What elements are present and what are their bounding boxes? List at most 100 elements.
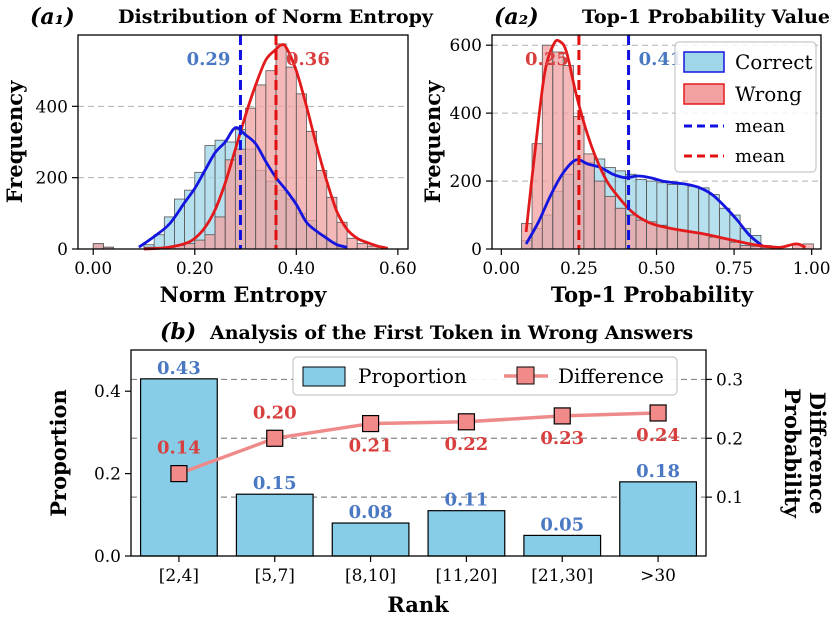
histogram-bar-wrong — [573, 116, 585, 250]
histogram-bar-wrong — [346, 237, 358, 250]
y-tick-label: 200 — [36, 169, 68, 189]
legend-mean-blue-label: mean — [735, 116, 785, 137]
difference-marker — [649, 404, 667, 422]
histogram-bar-wrong — [666, 228, 679, 250]
panel-b-axes-frame — [130, 349, 707, 557]
panel-a2-xlabel: Top-1 Probability — [551, 282, 754, 307]
panel-b-proportion-bars — [139, 378, 698, 557]
y-tick-label: 400 — [450, 104, 482, 124]
histogram-bar-wrong — [594, 180, 606, 250]
y-left-tick-label: 0.0 — [94, 547, 121, 567]
legend-mean-red-label: mean — [735, 146, 785, 167]
x-tick-label: 0.60 — [379, 259, 417, 279]
histogram-bar-wrong — [614, 207, 627, 250]
panel-a1-kde-curves — [138, 43, 389, 251]
y-right-tick-label: 0.3 — [716, 370, 743, 390]
histogram-bar-wrong — [677, 229, 689, 250]
difference-marker — [361, 414, 380, 433]
panel-a1-axes-frame — [77, 34, 409, 250]
difference-value-label: 0.24 — [636, 425, 680, 446]
panel-b-ylabel-left: Proportion — [46, 389, 71, 517]
difference-marker — [170, 465, 188, 483]
proportion-value-label: 0.11 — [444, 490, 488, 511]
histogram-bar-wrong — [729, 241, 741, 250]
proportion-bar — [235, 493, 314, 557]
legend-b-box — [292, 356, 678, 396]
y-right-tick-label: 0.1 — [716, 488, 743, 508]
legend-difference-marker — [516, 366, 535, 385]
histogram-bar-wrong — [604, 195, 616, 250]
y-left-tick-label: 0.4 — [94, 382, 121, 402]
histogram-bar-wrong — [255, 84, 267, 250]
histogram-bar-wrong — [214, 216, 226, 250]
panel-a1-norm-entropy: (a₁) Distribution of Norm Entropy 0.29 0.… — [2, 4, 434, 307]
proportion-value-label: 0.05 — [540, 514, 584, 535]
histogram-bar-wrong — [92, 243, 104, 250]
proportion-bar — [427, 510, 506, 557]
panel-b-ylabel-right-line2: Difference — [805, 392, 830, 515]
proportion-value-label: 0.15 — [253, 473, 297, 494]
y-tick-label: 0 — [57, 240, 68, 260]
x-tick-label: [8,10] — [345, 566, 396, 586]
difference-line — [178, 411, 659, 476]
panel-a2-title: Top-1 Probability Values — [582, 6, 831, 28]
x-tick-label: 0.25 — [560, 259, 598, 279]
histogram-bar-wrong — [275, 43, 287, 250]
histogram-bar-wrong — [552, 51, 564, 250]
legend-difference-label: Difference — [558, 364, 664, 388]
panel-b-first-token-analysis: (b) Analysis of the First Token in Wrong… — [46, 319, 830, 617]
panel-a2-kde-curves — [524, 38, 807, 249]
histogram-bar-wrong — [356, 243, 368, 250]
kde-curve-wrong — [524, 38, 807, 249]
difference-value-label: 0.22 — [444, 434, 488, 455]
y-right-tick-label: 0.2 — [716, 429, 743, 449]
panel-a1-xlabel: Norm Entropy — [160, 282, 328, 307]
panel-a2-ticks: 0.00 0.25 0.50 0.75 1.00 0 200 400 600 — [450, 36, 831, 279]
histogram-bar-wrong — [562, 65, 574, 250]
panel-a2-histogram-bars — [521, 44, 814, 250]
difference-marker — [457, 413, 476, 431]
histogram-bar-wrong — [265, 70, 277, 250]
mean-label-wrong: 0.36 — [286, 49, 330, 70]
panel-a1-ticks: 0.00 0.20 0.40 0.60 0 200 400 — [36, 97, 417, 279]
y-tick-label: 200 — [450, 172, 482, 192]
legend-correct-label: Correct — [735, 50, 813, 74]
mean-label-wrong: 0.25 — [525, 49, 569, 70]
difference-marker — [266, 429, 284, 447]
histogram-bar-wrong — [224, 159, 236, 250]
y-tick-label: 600 — [450, 36, 482, 56]
panel-a2-top1-probability: (a₂) Top-1 Probability Values 0.25 0.41 0… — [420, 4, 831, 307]
y-left-tick-label: 0.2 — [94, 465, 121, 485]
x-tick-label: [21,30] — [531, 566, 593, 586]
x-tick-label: 0.50 — [638, 259, 676, 279]
legend-correct-patch — [683, 51, 725, 73]
histogram-bar-wrong — [285, 66, 297, 250]
proportion-bar — [523, 534, 602, 557]
proportion-value-label: 0.18 — [636, 461, 680, 482]
histogram-bar-wrong — [194, 239, 206, 250]
panel-a1-histogram-bars — [92, 43, 378, 250]
proportion-value-label: 0.08 — [349, 502, 393, 523]
panel-a2-legend: Correct Wrong mean mean — [674, 41, 817, 173]
panel-b-difference-line — [170, 404, 667, 483]
x-tick-label: >30 — [640, 566, 676, 586]
y-tick-label: 400 — [36, 97, 68, 117]
panel-b-ticks: [2,4] [5,7] [8,10] [11,20] [21,30] >300.00.20… — [94, 370, 743, 586]
histogram-bar-wrong — [635, 219, 647, 250]
mean-label-correct: 0.29 — [187, 49, 231, 70]
x-tick-label: 0.20 — [176, 259, 214, 279]
histogram-bar-wrong — [656, 224, 668, 250]
panel-a1-title-symbol: (a₁) — [30, 4, 75, 30]
panel-a1-title: Distribution of Norm Entropy — [118, 6, 434, 28]
proportion-value-label: 0.43 — [157, 358, 201, 379]
legend-box — [674, 41, 817, 173]
histogram-bar-wrong — [583, 153, 595, 250]
panel-b-title-symbol: (b) — [160, 319, 196, 345]
panel-b-legend: Proportion Difference — [292, 356, 678, 396]
histogram-bar-wrong — [295, 93, 307, 250]
difference-value-label: 0.20 — [253, 402, 297, 423]
panel-a2-title-symbol: (a₂) — [494, 4, 539, 30]
x-tick-label: 0.75 — [715, 259, 753, 279]
panel-a2-axes-frame — [491, 34, 822, 250]
